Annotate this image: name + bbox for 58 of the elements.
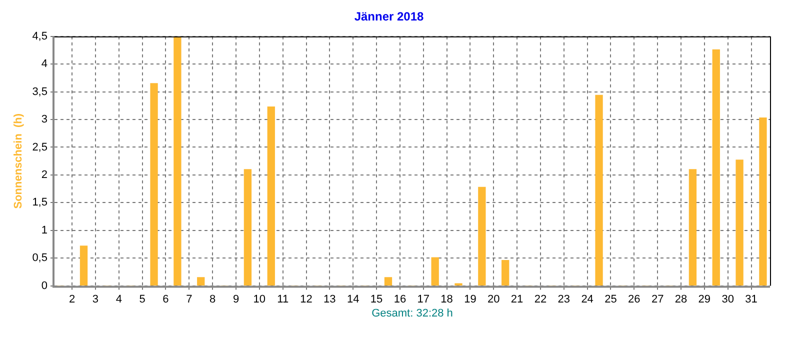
bar <box>688 169 697 286</box>
x-tick-label: 24 <box>581 293 594 306</box>
bar <box>431 257 439 286</box>
x-tick-label: 14 <box>346 293 360 306</box>
bar <box>197 277 205 286</box>
y-tick-label: 4,5 <box>32 30 48 42</box>
x-tick-label: 6 <box>162 293 169 306</box>
bar <box>150 83 158 286</box>
x-tick-label: 20 <box>488 293 500 306</box>
bar <box>712 49 720 286</box>
x-tick-label: 17 <box>417 293 430 306</box>
x-tick-label: 29 <box>698 293 711 306</box>
y-tick-label: 3 <box>41 114 48 126</box>
x-tick-label: 19 <box>464 293 476 306</box>
bar <box>267 106 275 286</box>
bar <box>736 160 744 286</box>
x-tick-label: 25 <box>604 293 617 306</box>
y-tick-label: 0 <box>41 280 48 292</box>
x-tick-label: 13 <box>324 293 336 306</box>
x-tick-label: 7 <box>186 293 192 306</box>
x-tick-label: 30 <box>722 293 734 306</box>
x-tick-label: 2 <box>68 293 76 306</box>
x-tick-label: 21 <box>510 293 524 306</box>
y-tick-label: 3,5 <box>32 86 48 98</box>
bar <box>174 36 182 286</box>
y-axis-title: Sonnenschein (h) <box>12 113 25 209</box>
bar <box>80 246 88 286</box>
x-tick-label: 22 <box>534 293 547 306</box>
y-tick-label: 4 <box>41 58 48 70</box>
x-tick-label: 8 <box>210 293 216 306</box>
x-tick-label: 18 <box>440 293 453 306</box>
x-tick-label: 28 <box>674 293 688 306</box>
x-tick-label: 12 <box>300 293 312 306</box>
y-tick-label: 2,5 <box>32 141 48 154</box>
x-tick-label: 23 <box>558 293 570 306</box>
chart-title: Jänner 2018 <box>354 10 424 24</box>
bar <box>502 260 510 286</box>
x-tick-label: 3 <box>92 293 99 306</box>
x-tick-label: 11 <box>277 293 289 306</box>
bar <box>595 94 603 286</box>
bar <box>478 186 486 286</box>
bar <box>244 169 252 286</box>
bar <box>384 277 392 286</box>
x-tick-label: 9 <box>232 293 240 306</box>
y-tick-label: 0,5 <box>32 252 48 264</box>
x-tick-label: 5 <box>139 293 146 306</box>
y-tick-label: 2 <box>41 168 48 181</box>
y-tick-label: 1,5 <box>32 196 48 209</box>
x-tick-label: 10 <box>253 293 266 306</box>
y-tick-label: 1 <box>41 224 48 236</box>
bar <box>759 118 767 286</box>
x-tick-label: 26 <box>628 293 640 306</box>
x-tick-label: 16 <box>394 293 406 306</box>
x-tick-label: 15 <box>370 293 383 306</box>
text: Gesamt: 32:28 h <box>372 307 453 320</box>
x-tick-label: 27 <box>651 293 664 306</box>
x-tick-label: 4 <box>116 293 122 306</box>
x-tick-label: 31 <box>745 293 758 306</box>
